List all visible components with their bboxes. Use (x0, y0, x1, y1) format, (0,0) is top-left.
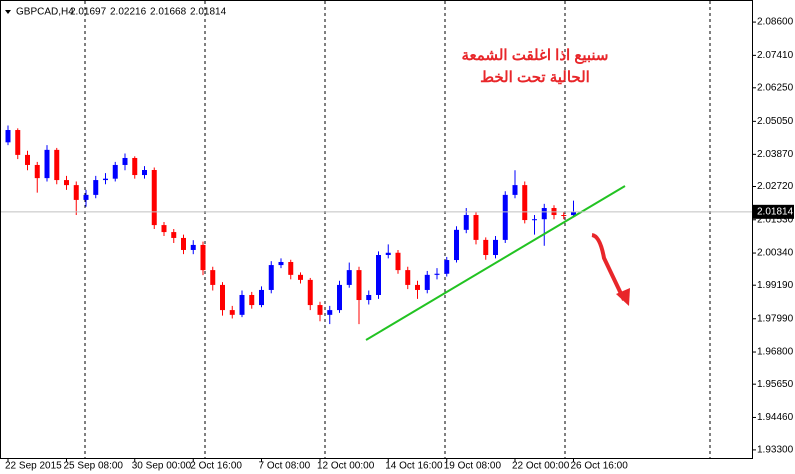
arrow (591, 233, 626, 301)
x-tick-label: 22 Oct 00:00 (512, 461, 570, 472)
candle-body (15, 130, 21, 155)
y-tick-label: 1.93300 (757, 445, 794, 456)
candle-body (83, 194, 89, 200)
candle-body (327, 310, 333, 315)
candle-body (512, 185, 518, 195)
candle-body (405, 270, 411, 285)
candle-body (5, 130, 11, 143)
candle-body (463, 215, 469, 230)
header-open: 2.01697 (70, 7, 107, 18)
candle-body (346, 270, 352, 285)
candle-body (25, 154, 30, 165)
candle-body (473, 215, 479, 240)
candle-body (337, 284, 342, 311)
candle-body (415, 284, 420, 290)
y-tick-label: 2.07410 (757, 50, 794, 61)
v-grid (84, 1, 711, 458)
candle-body (93, 180, 99, 195)
arrow-head (616, 288, 630, 306)
candle-body (434, 273, 440, 275)
y-tick-label: 2.00340 (757, 248, 794, 259)
x-tick-label: 22 Sep 2015 (5, 461, 62, 472)
x-tick-label: 30 Sep 00:00 (132, 461, 192, 472)
y-tick-label: 1.99190 (757, 280, 794, 291)
x-tick-label: 19 Oct 08:00 (444, 461, 502, 472)
candle-body (268, 265, 274, 290)
candle-body (317, 305, 323, 315)
candle-body (151, 170, 157, 226)
candle-body (532, 219, 537, 221)
candle-body (288, 261, 294, 275)
candle-body (385, 252, 391, 256)
candle-body (229, 310, 235, 315)
candle-body (64, 180, 69, 186)
candle-body (307, 279, 313, 306)
candle-body (249, 294, 255, 306)
candle-body (541, 208, 547, 220)
candle-body (190, 244, 196, 250)
candle-body (54, 149, 60, 181)
header-close: 2.01814 (190, 7, 227, 18)
candle-body (454, 229, 459, 261)
y-tick-label: 1.95650 (757, 379, 794, 390)
y-tick-label: 2.05050 (757, 116, 794, 127)
candle-body (298, 274, 303, 280)
candle-body (278, 261, 284, 266)
candle-body (561, 215, 567, 217)
price-label: 2.01814 (757, 206, 794, 217)
y-tick-label: 2.08600 (757, 17, 794, 28)
y-tick-label: 2.03870 (757, 149, 794, 160)
candle-body (44, 149, 50, 179)
candle-body (259, 289, 264, 306)
y-tick-label: 1.97990 (757, 313, 794, 324)
candle-body (493, 239, 498, 256)
header-low: 2.01668 (150, 7, 187, 18)
candle-body (571, 211, 576, 216)
candle-body (502, 194, 508, 240)
candle-body (171, 232, 177, 238)
candle-body (220, 284, 225, 311)
plot-frame (0, 0, 753, 459)
x-tick-label: 12 Oct 00:00 (317, 461, 375, 472)
candle-body (376, 255, 381, 295)
layer (5, 125, 576, 325)
x-tick-label: 25 Sep 08:00 (64, 461, 124, 472)
price-box (753, 204, 794, 219)
candle-body (200, 244, 206, 271)
y-tick-label: 1.94460 (757, 412, 794, 423)
candle-body (122, 157, 128, 165)
candle-body (366, 294, 372, 301)
x-tick-label: 26 Oct 16:00 (571, 461, 629, 472)
x-tick-label: 2 Oct 16:00 (190, 461, 242, 472)
menu-icon (5, 10, 11, 14)
y-tick-label: 2.02720 (757, 181, 794, 192)
candle-body (356, 270, 362, 301)
candle-body (161, 225, 167, 233)
candle-body (73, 185, 79, 200)
candle-body (239, 294, 245, 315)
candle-body (142, 170, 147, 176)
y-tick-label: 1.96800 (757, 347, 794, 358)
candle-body (132, 157, 138, 176)
symbol: GBPCAD,H4 (16, 7, 74, 18)
x-tick-label: 14 Oct 16:00 (385, 461, 443, 472)
candle-body (210, 270, 216, 285)
candle-body (34, 164, 40, 179)
candle-body (112, 164, 118, 179)
x-tick-label: 7 Oct 08:00 (259, 461, 311, 472)
header-high: 2.02216 (110, 7, 147, 18)
annotation: سنبيع اذا اغلقت الشمعة (461, 47, 608, 64)
candle-body (424, 274, 430, 290)
y-tick-label: 2.06250 (757, 82, 794, 93)
annotation: الحالية تحت الخط (480, 69, 590, 86)
candle-body (103, 178, 108, 181)
candle-body (444, 260, 450, 274)
candle-body (395, 252, 401, 271)
candle-body (522, 185, 528, 221)
candle-body (181, 237, 186, 250)
y-tick-label: 2.01530 (757, 214, 794, 225)
candle-body (483, 239, 489, 256)
